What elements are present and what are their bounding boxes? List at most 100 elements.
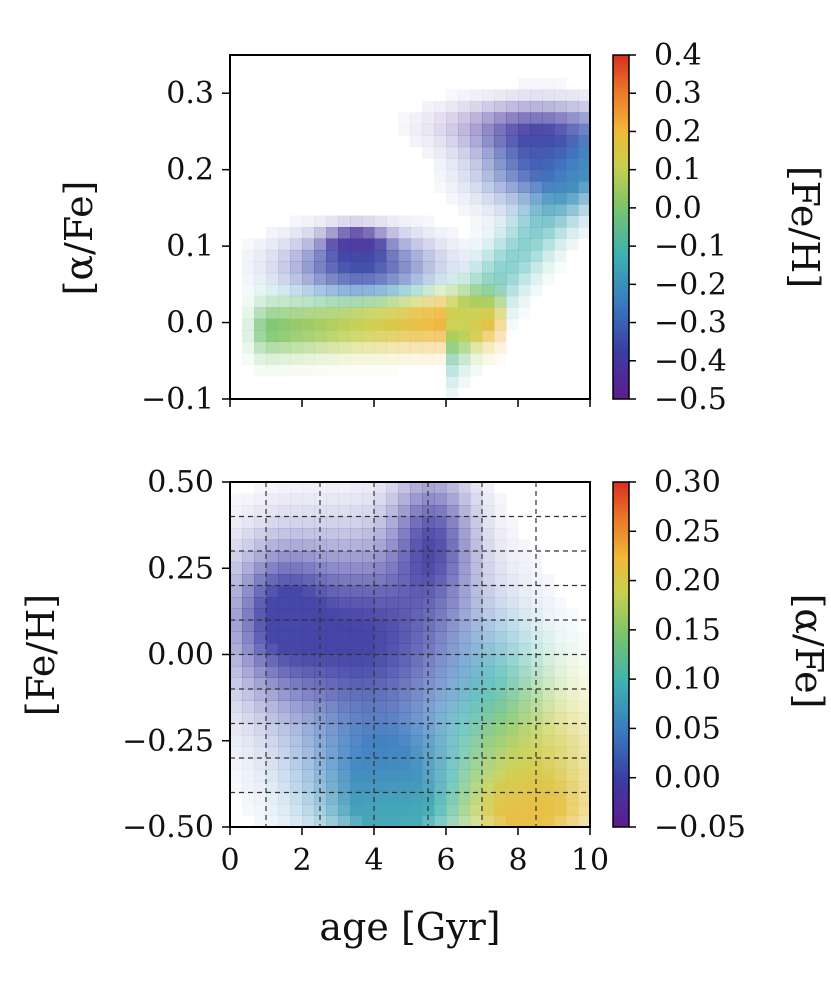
bottom-colorbar-label: [α/Fe] xyxy=(787,594,831,709)
bottom-heatmap-cell xyxy=(578,666,591,678)
top-heatmap-cell xyxy=(530,272,543,285)
top-heatmap-cell xyxy=(542,204,555,216)
bottom-heatmap-cell xyxy=(434,539,447,552)
bottom-heatmap-cell xyxy=(266,597,279,609)
top-heatmap-cell xyxy=(458,249,471,262)
bottom-colorbar-tick-label: 0.20 xyxy=(654,564,721,599)
bottom-heatmap-cell xyxy=(338,539,351,552)
bottom-heatmap-cell xyxy=(542,574,555,586)
bottom-heatmap-cell xyxy=(578,781,591,793)
top-heatmap-cell xyxy=(458,238,471,251)
bottom-grid xyxy=(230,482,590,827)
bottom-heatmap-cell xyxy=(278,574,291,586)
bottom-heatmap-cell xyxy=(398,700,411,713)
bottom-heatmap-cell xyxy=(242,654,255,667)
top-heatmap-cell xyxy=(326,353,339,365)
bottom-heatmap-cell xyxy=(230,608,243,621)
top-heatmap-cell xyxy=(290,272,303,285)
bottom-heatmap-cell xyxy=(374,666,387,678)
top-heatmap-cell xyxy=(482,204,495,216)
top-heatmap-cell xyxy=(554,123,567,136)
bottom-heatmap-cell xyxy=(278,735,291,747)
bottom-heatmap xyxy=(230,482,591,828)
bottom-heatmap-cell xyxy=(482,631,495,644)
bottom-heatmap-cell xyxy=(470,574,483,586)
bottom-heatmap-cell xyxy=(554,723,567,736)
bottom-heatmap-cell xyxy=(362,643,375,655)
bottom-heatmap-cell xyxy=(446,712,459,724)
top-heatmap-cell xyxy=(374,353,387,365)
bottom-heatmap-cell xyxy=(362,597,375,609)
bottom-heatmap-cell xyxy=(278,505,291,517)
bottom-heatmap-cell xyxy=(326,597,339,609)
bottom-heatmap-cell xyxy=(338,608,351,621)
bottom-heatmap-cell xyxy=(566,712,579,724)
bottom-heatmap-cell xyxy=(386,677,399,690)
bottom-heatmap-cell xyxy=(422,654,435,667)
top-heatmap-cell xyxy=(290,364,303,377)
bottom-heatmap-cell xyxy=(350,574,363,586)
top-heatmap-cell xyxy=(242,272,255,285)
top-heatmap-cell xyxy=(554,100,567,113)
bottom-heatmap-cell xyxy=(566,769,579,782)
top-heatmap-cell xyxy=(482,192,495,205)
top-heatmap-cell xyxy=(290,215,303,228)
top-heatmap-cell xyxy=(266,295,279,308)
bottom-heatmap-cell xyxy=(494,723,507,736)
top-heatmap-cell xyxy=(290,318,303,331)
top-heatmap-cell xyxy=(578,158,591,171)
top-heatmap-cell xyxy=(422,330,435,343)
top-heatmap-cell xyxy=(542,77,555,90)
bottom-heatmap-cell xyxy=(302,585,315,598)
top-heatmap-cell xyxy=(518,295,531,308)
bottom-heatmap-cell xyxy=(362,723,375,736)
bottom-heatmap-cell xyxy=(266,723,279,736)
top-heatmap-cell xyxy=(326,272,339,285)
top-heatmap-cell xyxy=(350,227,363,239)
bottom-heatmap-cell xyxy=(278,666,291,678)
bottom-heatmap-cell xyxy=(458,608,471,621)
top-heatmap-cell xyxy=(374,318,387,331)
bottom-heatmap-cell xyxy=(374,631,387,644)
bottom-heatmap-cell xyxy=(482,482,495,494)
bottom-heatmap-cell xyxy=(518,723,531,736)
bottom-heatmap-cell xyxy=(302,758,315,770)
bottom-heatmap-cell xyxy=(422,781,435,793)
bottom-heatmap-cell xyxy=(494,528,507,540)
top-heatmap-cell xyxy=(254,341,267,354)
bottom-heatmap-cell xyxy=(398,712,411,724)
bottom-heatmap-cell xyxy=(302,735,315,747)
bottom-heatmap-cell xyxy=(578,712,591,724)
top-heatmap-cell xyxy=(254,284,267,297)
bottom-colorbar-tick-label: 0.10 xyxy=(654,662,721,697)
bottom-heatmap-cell xyxy=(266,574,279,586)
bottom-x-tick-label: 8 xyxy=(508,843,527,878)
top-heatmap-cell xyxy=(434,307,447,320)
bottom-heatmap-cell xyxy=(326,585,339,598)
bottom-heatmap-cell xyxy=(566,723,579,736)
bottom-heatmap-cell xyxy=(266,769,279,782)
bottom-heatmap-cell xyxy=(242,712,255,724)
top-heatmap-cell xyxy=(482,307,495,320)
bottom-heatmap-cell xyxy=(542,677,555,690)
top-heatmap-cell xyxy=(314,272,327,285)
bottom-heatmap-cell xyxy=(422,620,435,632)
bottom-heatmap-cell xyxy=(278,620,291,632)
bottom-heatmap-cell xyxy=(494,700,507,713)
top-heatmap-cell xyxy=(482,181,495,193)
top-heatmap-cell xyxy=(578,227,591,239)
bottom-heatmap-cell xyxy=(434,781,447,793)
bottom-heatmap-cell xyxy=(230,689,243,701)
bottom-heatmap-cell xyxy=(566,654,579,667)
bottom-heatmap-cell xyxy=(410,815,423,828)
top-heatmap-cell xyxy=(458,307,471,320)
top-heatmap-cell xyxy=(254,318,267,331)
bottom-heatmap-cell xyxy=(362,551,375,563)
top-heatmap-cell xyxy=(530,261,543,274)
top-heatmap-cell xyxy=(410,330,423,343)
bottom-heatmap-cell xyxy=(374,643,387,655)
bottom-heatmap-cell xyxy=(578,758,591,770)
bottom-heatmap-cell xyxy=(386,769,399,782)
bottom-heatmap-cell xyxy=(518,666,531,678)
top-heatmap-cell xyxy=(446,318,459,331)
